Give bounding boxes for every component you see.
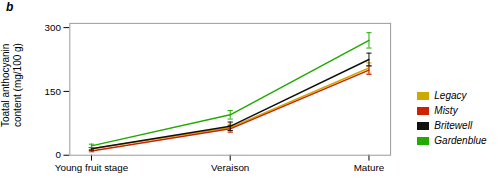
html-text:Legacy: Legacy bbox=[434, 90, 467, 102]
svg-text:Mature: Mature bbox=[353, 162, 384, 173]
html-text:b: b bbox=[6, 0, 14, 14]
html-text:Misty: Misty bbox=[434, 105, 458, 117]
html-text:Gardenblue: Gardenblue bbox=[434, 135, 487, 147]
html-text:Toatal anthocyanin content (mg: Toatal anthocyanin content (mg/100 g) bbox=[0, 43, 23, 127]
svg-text:Young fruit stage: Young fruit stage bbox=[54, 162, 128, 173]
html-text:Britewell: Britewell bbox=[434, 120, 473, 132]
svg-text:Veraison: Veraison bbox=[211, 162, 249, 173]
svg-text:0: 0 bbox=[55, 149, 61, 160]
svg-text:300: 300 bbox=[44, 22, 61, 33]
svg-text:150: 150 bbox=[44, 86, 61, 97]
